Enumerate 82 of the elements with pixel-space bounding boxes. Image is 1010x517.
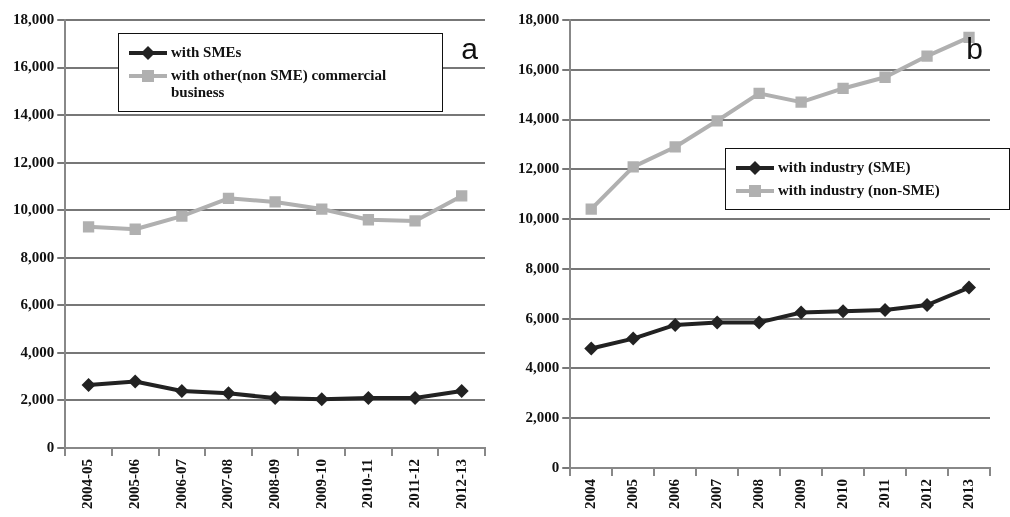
- y-tick-label: 12,000: [13, 153, 55, 170]
- x-tick-label: 2005-06: [126, 458, 143, 509]
- x-tick-label: 2006-07: [172, 458, 189, 509]
- x-tick-label: 2004-05: [79, 459, 96, 509]
- y-tick-label: 4,000: [525, 359, 560, 376]
- x-tick-label: 2007: [708, 478, 725, 509]
- point: [222, 192, 235, 204]
- chart-title: a: [461, 32, 478, 66]
- y-tick-label: 10,000: [518, 209, 560, 226]
- point: [879, 71, 891, 83]
- x-tick-label: 2006: [666, 478, 683, 509]
- point: [920, 297, 935, 312]
- point: [82, 221, 95, 233]
- x-tick-label: 2008: [750, 479, 767, 509]
- x-tick-label: 2009-10: [312, 459, 329, 509]
- point: [585, 203, 597, 215]
- y-tick-label: 8,000: [20, 248, 55, 265]
- y-tick-label: 0: [46, 438, 55, 455]
- y-tick-label: 6,000: [525, 309, 560, 326]
- point: [753, 87, 765, 100]
- y-tick-label: 14,000: [13, 105, 55, 122]
- y-tick-label: 16,000: [13, 58, 55, 75]
- point: [221, 386, 236, 401]
- y-tick-label: 4,000: [20, 343, 55, 360]
- point: [269, 196, 281, 208]
- y-tick-label: 10,000: [13, 201, 55, 218]
- y-tick-label: 12,000: [518, 160, 560, 177]
- legend-label: with other(non SME) commercial business: [171, 67, 388, 101]
- y-tick-label: 6,000: [20, 296, 55, 313]
- point: [962, 280, 977, 295]
- x-tick-label: 2007-08: [219, 459, 236, 509]
- point: [794, 305, 809, 320]
- point: [836, 304, 851, 319]
- point: [711, 115, 723, 127]
- x-tick-label: 2008-09: [266, 459, 282, 509]
- x-tick-label: 2004: [582, 478, 599, 509]
- point: [795, 96, 807, 108]
- y-tick-label: 2,000: [525, 409, 560, 426]
- point: [710, 315, 725, 330]
- point: [921, 50, 933, 62]
- y-tick-label: 14,000: [518, 110, 560, 127]
- x-tick-label: 2010-11: [359, 459, 376, 509]
- y-tick-label: 18,000: [518, 10, 560, 27]
- point: [454, 383, 469, 398]
- point: [878, 302, 893, 317]
- y-tick-label: 16,000: [518, 60, 560, 77]
- x-tick-label: 2012-13: [452, 459, 469, 509]
- point: [362, 214, 375, 226]
- y-tick-label: 8,000: [525, 259, 560, 276]
- legend-label: with industry (SME): [778, 159, 911, 176]
- point: [128, 374, 143, 389]
- point: [129, 223, 141, 235]
- point: [176, 210, 188, 222]
- point: [408, 391, 423, 406]
- point: [626, 331, 641, 346]
- point: [456, 190, 468, 202]
- x-tick-label: 2005: [624, 479, 641, 509]
- x-tick-label: 2011-12: [405, 459, 422, 509]
- point: [627, 161, 639, 173]
- point: [314, 392, 329, 407]
- y-tick-label: 2,000: [20, 391, 55, 408]
- x-tick-label: 2010: [833, 479, 850, 509]
- point: [174, 383, 189, 398]
- x-tick-label: 2012: [917, 479, 934, 509]
- point: [268, 391, 283, 406]
- legend-label: with SMEs: [171, 44, 242, 61]
- point: [669, 141, 681, 153]
- point: [316, 203, 328, 215]
- point: [837, 82, 849, 95]
- x-tick-label: 2013: [959, 479, 976, 509]
- point: [361, 391, 376, 406]
- point: [668, 317, 683, 332]
- y-tick-label: 18,000: [13, 10, 55, 27]
- point: [409, 215, 421, 227]
- chart-title: b: [966, 32, 983, 66]
- point: [584, 341, 599, 356]
- x-tick-label: 2009: [791, 479, 808, 509]
- x-tick-label: 2011: [875, 479, 892, 509]
- point: [81, 377, 96, 392]
- point: [752, 315, 767, 330]
- legend-label: with industry (non-SME): [778, 182, 940, 199]
- y-tick-label: 0: [551, 458, 560, 475]
